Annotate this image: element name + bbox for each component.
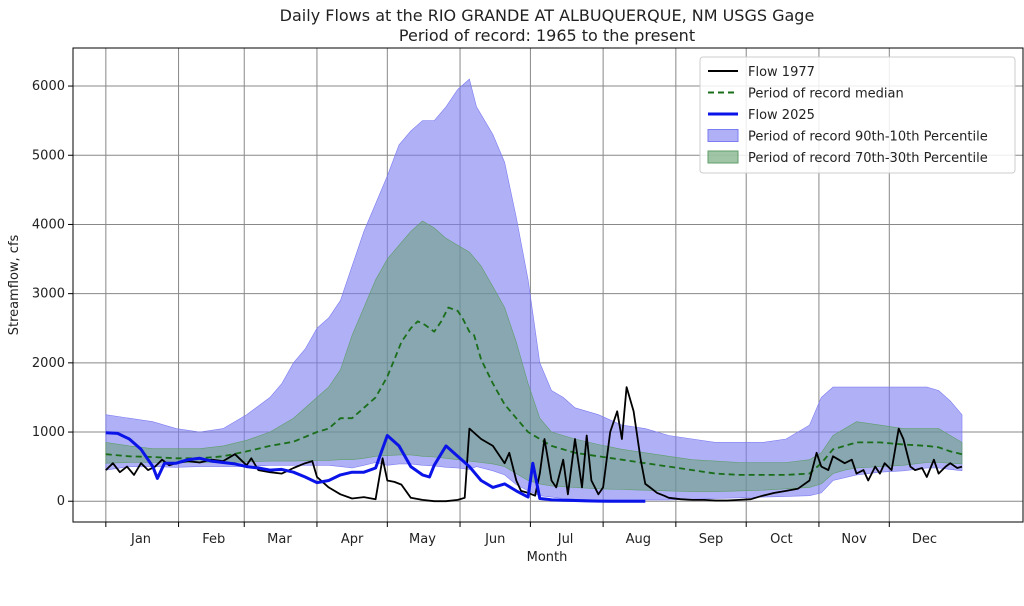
flow-1977-line	[105, 386, 963, 503]
legend-label: Flow 1977	[748, 65, 815, 80]
x-axis-label: Month	[527, 550, 568, 565]
y-tick-label: 1000	[32, 425, 65, 440]
band-70-30-percentile	[105, 220, 963, 492]
median-line	[105, 306, 963, 476]
x-tick-label: Dec	[912, 532, 937, 547]
chart-title: Daily Flows at the RIO GRANDE AT ALBUQUE…	[280, 6, 815, 25]
x-tick-label: Nov	[841, 532, 867, 547]
legend-label: Period of record 90th-10th Percentile	[748, 130, 988, 145]
x-tick-label: Oct	[770, 532, 792, 547]
chart-subtitle: Period of record: 1965 to the present	[399, 26, 695, 45]
x-tick-label: Mar	[267, 532, 292, 547]
x-tick-label: Jan	[130, 532, 151, 547]
x-tick-label: Apr	[341, 532, 364, 547]
y-tick-label: 6000	[32, 79, 65, 94]
y-tick-label: 3000	[32, 287, 65, 302]
y-tick-label: 4000	[32, 217, 65, 232]
x-tick-label: Aug	[626, 532, 651, 547]
x-tick-label: May	[409, 532, 436, 547]
y-tick-label: 5000	[32, 148, 65, 163]
legend-label: Flow 2025	[748, 108, 815, 123]
flow-2025-line	[105, 431, 646, 503]
flow-lines	[105, 306, 963, 503]
x-tick-label: Jul	[557, 532, 574, 547]
y-axis-label: Streamflow, cfs	[7, 234, 22, 335]
y-tick-label: 0	[57, 494, 65, 509]
plot-frame	[72, 47, 1024, 523]
legend-swatch	[707, 129, 739, 142]
legend-frame	[699, 56, 1016, 174]
y-tick-label: 2000	[32, 356, 65, 371]
x-tick-label: Jun	[484, 532, 505, 547]
y-axis-ticks: 0 1000 2000 3000 4000 5000 6000	[32, 79, 73, 509]
legend-swatch	[707, 150, 739, 164]
legend-label: Period of record 70th-30th Percentile	[748, 151, 988, 166]
legend-label: Period of record median	[748, 87, 904, 102]
x-tick-label: Feb	[202, 532, 225, 547]
x-tick-label: Sep	[699, 532, 724, 547]
chart-legend: Flow 1977 Period of record median Flow 202…	[699, 56, 1016, 174]
x-axis-ticks: Jan Feb Mar Apr May Jun Jul Aug Sep Oct Nov Dec	[105, 522, 937, 547]
